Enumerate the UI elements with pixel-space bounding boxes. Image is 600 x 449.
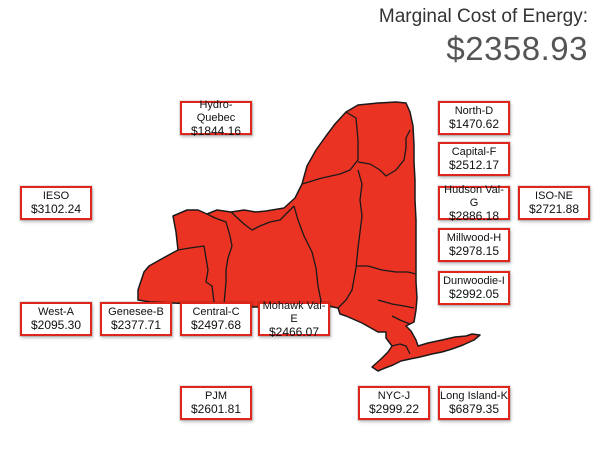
zone-box-genesee-b[interactable]: Genesee-B $2377.71 (100, 302, 172, 336)
border-north-capital (357, 129, 411, 177)
zone-box-long-island-k[interactable]: Long Island-K $6879.35 (438, 386, 510, 420)
zone-name: ISO-NE (535, 190, 573, 202)
zone-price: $2886.18 (448, 208, 500, 223)
zone-price: $2978.15 (448, 244, 500, 258)
zone-box-pjm[interactable]: PJM $2601.81 (180, 386, 252, 420)
zone-box-central-c[interactable]: Central-C $2497.68 (180, 302, 252, 336)
zone-box-dunwoodie-i[interactable]: Dunwoodie-I $2992.05 (438, 271, 510, 305)
zone-price: $2999.22 (368, 402, 420, 416)
border-genesee-central (206, 213, 233, 305)
marginal-cost-title: Marginal Cost of Energy: (378, 6, 588, 27)
zone-price: $1844.16 (190, 123, 242, 138)
zone-box-ieso[interactable]: IESO $3102.24 (20, 186, 92, 220)
zone-name: Hydro-Quebec (196, 98, 236, 124)
zone-price: $2377.71 (110, 318, 162, 332)
border-central-mohawk (293, 205, 323, 307)
zone-price: $2721.88 (528, 202, 580, 216)
header: Marginal Cost of Energy: $2358.93 (379, 6, 588, 68)
zone-borders (177, 111, 417, 355)
border-north-mohawk (301, 111, 359, 185)
zone-name: Mohawk Val-E (262, 299, 326, 325)
zone-box-capital-f[interactable]: Capital-F $2512.17 (438, 142, 510, 176)
border-capital-hudson (356, 265, 417, 275)
zone-box-north-d[interactable]: North-D $1470.62 (438, 101, 510, 135)
zone-price: $6879.35 (448, 402, 500, 416)
border-millwood-dunwoodie (391, 315, 411, 325)
zone-box-millwood-h[interactable]: Millwood-H $2978.15 (438, 228, 510, 262)
zone-box-iso-ne[interactable]: ISO-NE $2721.88 (518, 186, 590, 220)
zone-name: Capital-F (451, 146, 497, 158)
zone-box-nyc-j[interactable]: NYC-J $2999.22 (358, 386, 430, 420)
zone-price: $2095.30 (30, 318, 82, 332)
zone-name: PJM (205, 390, 227, 402)
border-hudson-millwood (377, 299, 415, 309)
zone-name: Long Island-K (440, 390, 508, 402)
zone-name: Hudson Val-G (444, 183, 504, 209)
zone-price: $2601.81 (190, 402, 242, 416)
zone-price: $2497.68 (190, 318, 242, 332)
marginal-cost-value: $2358.93 (446, 30, 588, 67)
border-mohawk-capital (337, 169, 363, 309)
zone-box-west-a[interactable]: West-A $2095.30 (20, 302, 92, 336)
border-west-genesee (177, 245, 215, 303)
zone-name: West-A (38, 306, 74, 318)
zone-name: Dunwoodie-I (443, 275, 505, 287)
zone-price: $3102.24 (30, 202, 82, 216)
zone-box-hydro-quebec[interactable]: Hydro-Quebec $1844.16 (180, 98, 252, 138)
zone-price: $2466.07 (268, 324, 320, 339)
zone-name: Genesee-B (108, 306, 164, 318)
zone-box-mohawk-val-e[interactable]: Mohawk Val-E $2466.07 (258, 299, 330, 339)
border-nyc-longisland (391, 343, 411, 355)
zone-price: $2992.05 (448, 287, 500, 301)
zone-name: Millwood-H (446, 232, 502, 244)
zone-name: North-D (454, 105, 494, 117)
border-central-north (230, 205, 295, 231)
zone-name: Central-C (192, 306, 240, 318)
zone-name: NYC-J (377, 390, 411, 402)
zone-name: IESO (42, 190, 70, 202)
zone-price: $2512.17 (448, 158, 500, 172)
zone-box-hudson-val-g[interactable]: Hudson Val-G $2886.18 (438, 183, 510, 223)
zone-price: $1470.62 (448, 117, 500, 131)
